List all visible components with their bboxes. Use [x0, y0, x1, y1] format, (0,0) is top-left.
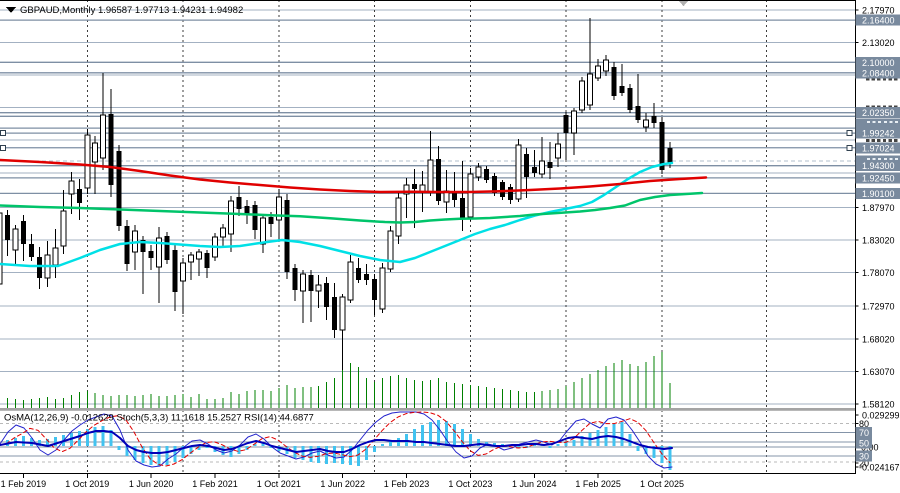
svg-text:20: 20	[859, 459, 869, 469]
svg-text:2.08400: 2.08400	[862, 68, 895, 78]
svg-text:-0.0241675: -0.0241675	[859, 462, 900, 472]
svg-text:1.99242: 1.99242	[862, 129, 895, 139]
svg-text:1.90100: 1.90100	[862, 189, 895, 199]
svg-text:1.83020: 1.83020	[862, 236, 895, 246]
svg-text:2.16400: 2.16400	[862, 16, 895, 26]
svg-text:1 Jun 2020: 1 Jun 2020	[129, 479, 174, 489]
svg-text:2.17970: 2.17970	[862, 5, 895, 15]
svg-text:GBPAUD,Monthly 1.96587 1.9771: GBPAUD,Monthly 1.96587 1.97713 1.94231 1…	[20, 5, 243, 16]
svg-text:1.78070: 1.78070	[862, 268, 895, 278]
svg-text:1.87970: 1.87970	[862, 203, 895, 213]
svg-text:1.63070: 1.63070	[862, 367, 895, 377]
svg-text:2.10000: 2.10000	[862, 58, 895, 68]
svg-text:1 Feb 2021: 1 Feb 2021	[192, 479, 238, 489]
svg-text:1 Oct 2025: 1 Oct 2025	[640, 479, 684, 489]
svg-text:2.13020: 2.13020	[862, 38, 895, 48]
svg-text:1.94300: 1.94300	[862, 161, 895, 171]
svg-text:1.97024: 1.97024	[862, 143, 895, 153]
svg-text:1 Jun 2024: 1 Jun 2024	[512, 479, 557, 489]
svg-text:1 Jun 2022: 1 Jun 2022	[320, 479, 365, 489]
svg-text:1 Feb 2023: 1 Feb 2023	[384, 479, 430, 489]
svg-text:1 Feb 2025: 1 Feb 2025	[575, 479, 621, 489]
svg-text:2.02350: 2.02350	[862, 108, 895, 118]
svg-text:1 Oct 2019: 1 Oct 2019	[65, 479, 109, 489]
svg-text:1.68020: 1.68020	[862, 334, 895, 344]
svg-text:1.92450: 1.92450	[862, 173, 895, 183]
svg-text:50: 50	[859, 439, 869, 449]
svg-text:0.0292993: 0.0292993	[862, 410, 900, 420]
svg-text:OsMA(12,26,9) -0.012629 Stoch: OsMA(12,26,9) -0.012629 Stoch(5,3,3) 11.…	[4, 413, 314, 424]
svg-text:30: 30	[859, 452, 869, 462]
svg-text:1 Feb 2019: 1 Feb 2019	[1, 479, 47, 489]
svg-text:1 Oct 2021: 1 Oct 2021	[257, 479, 301, 489]
svg-text:70: 70	[859, 428, 869, 438]
svg-text:80: 80	[859, 419, 869, 429]
svg-text:1.72970: 1.72970	[862, 302, 895, 312]
svg-text:1 Oct 2023: 1 Oct 2023	[448, 479, 492, 489]
svg-text:1.58120: 1.58120	[862, 400, 895, 410]
